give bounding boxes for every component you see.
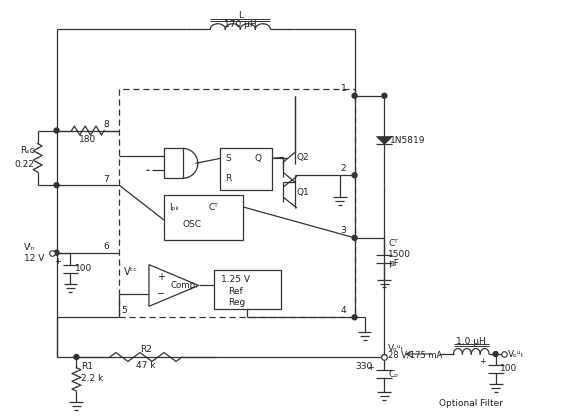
Text: 4: 4 [340, 306, 346, 315]
Text: pF: pF [388, 259, 399, 268]
Text: −: − [157, 289, 165, 299]
Text: +: + [367, 363, 374, 372]
Text: R1: R1 [81, 362, 93, 372]
Bar [164, 195, 244, 240]
Text: OSC: OSC [182, 220, 201, 229]
Polygon shape [164, 148, 183, 178]
Circle shape [352, 173, 357, 178]
Bar [214, 270, 281, 309]
Text: R2: R2 [140, 344, 152, 354]
Text: +: + [157, 272, 165, 282]
Polygon shape [377, 137, 392, 145]
Text: 330: 330 [355, 362, 373, 372]
Text: Cₒ: Cₒ [388, 370, 398, 380]
Bar [119, 89, 354, 317]
Text: 8: 8 [103, 120, 109, 129]
Text: +: + [479, 357, 486, 367]
Circle shape [54, 183, 59, 188]
Text: 170 μH: 170 μH [224, 20, 256, 29]
Text: 3: 3 [340, 227, 346, 235]
Text: 2.2 k: 2.2 k [81, 375, 103, 383]
Text: Optional Filter: Optional Filter [439, 399, 503, 408]
Circle shape [382, 93, 387, 98]
Text: 1.25 V: 1.25 V [221, 275, 251, 284]
Text: 1500: 1500 [388, 250, 411, 259]
Text: R: R [225, 174, 232, 183]
Text: Q1: Q1 [297, 188, 310, 196]
Circle shape [382, 354, 387, 359]
Text: 12 V: 12 V [24, 254, 44, 263]
Text: Q2: Q2 [297, 153, 310, 162]
Text: 1: 1 [340, 84, 346, 93]
Text: 100: 100 [74, 264, 92, 273]
Text: 6: 6 [103, 242, 109, 251]
Text: 5: 5 [121, 306, 127, 315]
Text: Iₚₖ: Iₚₖ [169, 202, 179, 212]
Circle shape [352, 93, 357, 98]
Circle shape [352, 315, 357, 320]
Circle shape [493, 352, 498, 357]
Text: 100: 100 [499, 364, 517, 373]
Text: Vᶜᶜ: Vᶜᶜ [124, 267, 138, 277]
Text: 1.0 μH: 1.0 μH [456, 336, 486, 346]
Text: Reg: Reg [228, 298, 246, 307]
Text: Vₒᵘₜ: Vₒᵘₜ [507, 349, 524, 359]
Text: 0.22: 0.22 [15, 160, 34, 169]
Bar [221, 148, 272, 190]
Text: 47 k: 47 k [136, 362, 156, 370]
Text: Cᵀ: Cᵀ [388, 239, 398, 248]
Text: Comp.: Comp. [171, 281, 199, 290]
Text: Cᵀ: Cᵀ [208, 202, 218, 212]
Text: L: L [238, 11, 243, 20]
Text: 28 V/175 mA: 28 V/175 mA [388, 351, 443, 359]
Text: +: + [54, 257, 61, 266]
Circle shape [54, 250, 59, 255]
Text: Ref: Ref [228, 287, 243, 296]
Text: Rₛc: Rₛc [20, 146, 34, 155]
Text: S: S [225, 154, 231, 163]
Polygon shape [149, 265, 199, 306]
Circle shape [352, 235, 357, 240]
Text: 2: 2 [340, 164, 346, 173]
Text: Q: Q [254, 154, 261, 163]
Text: 7: 7 [103, 175, 109, 184]
Text: 180: 180 [79, 135, 96, 144]
Text: 1N5819: 1N5819 [390, 136, 426, 145]
Circle shape [74, 354, 79, 359]
Circle shape [54, 128, 59, 133]
Text: Vₒᵘₜ: Vₒᵘₜ [388, 344, 405, 352]
Text: Vᴵₙ: Vᴵₙ [24, 243, 35, 252]
